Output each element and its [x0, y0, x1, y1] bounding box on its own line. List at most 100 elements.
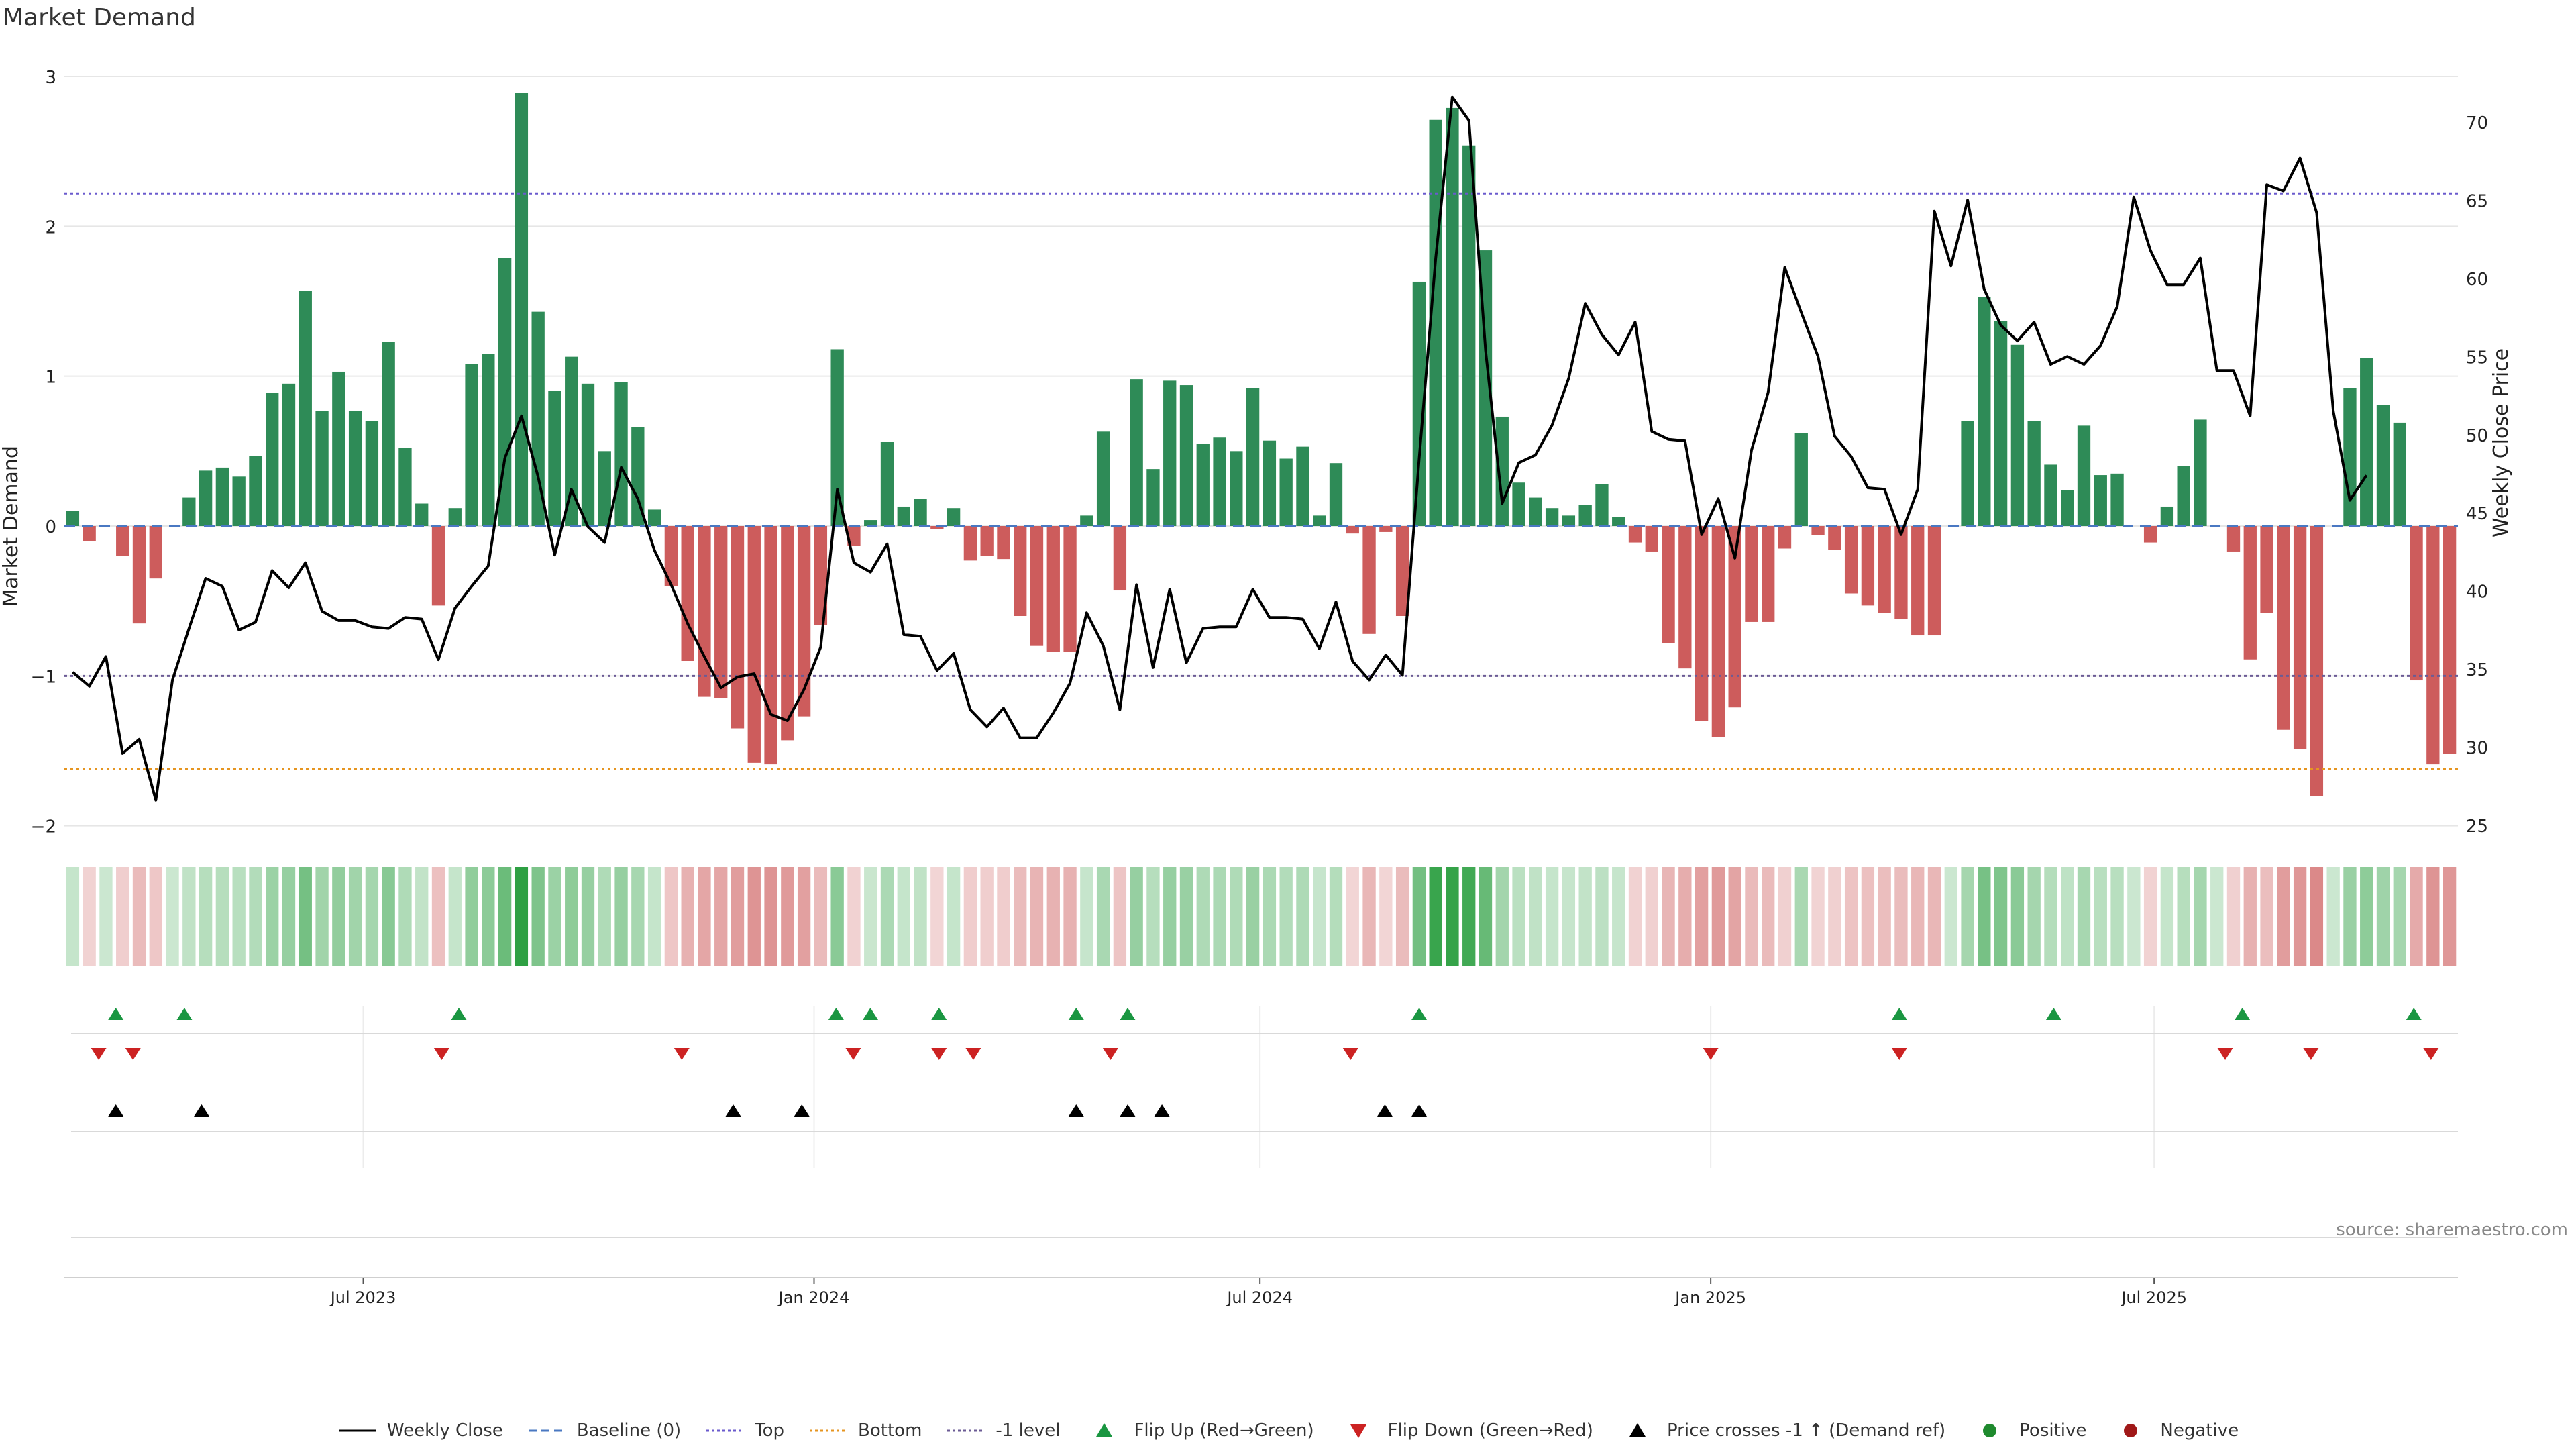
- heat-cell: [1994, 867, 2008, 966]
- demand-bar: [1146, 469, 1160, 526]
- x-tick-label: Jul 2024: [1226, 1288, 1293, 1307]
- demand-bar: [2010, 344, 2025, 526]
- heat-cell: [2426, 867, 2440, 966]
- heat-cell: [482, 867, 495, 966]
- y-tick-label: 1: [45, 368, 56, 388]
- demand-bar: [132, 526, 146, 624]
- heat-cell: [1113, 867, 1127, 966]
- y2-tick-label: 60: [2466, 270, 2488, 290]
- demand-bar: [66, 511, 80, 526]
- demand-bar: [182, 497, 196, 526]
- y2-tick-label: 40: [2466, 582, 2488, 603]
- flip-down-marker: [2423, 1048, 2439, 1060]
- demand-bar: [2094, 475, 2107, 526]
- demand-bar: [814, 526, 828, 625]
- legend-label: Price crosses -1 ↑ (Demand ref): [1666, 1420, 1946, 1441]
- demand-bar: [199, 470, 213, 526]
- demand-bar: [1662, 526, 1675, 643]
- heat-cell: [2177, 867, 2190, 966]
- triangle-down-icon: [1350, 1424, 1366, 1438]
- heat-cell: [2376, 867, 2390, 966]
- demand-bar: [598, 451, 611, 526]
- heat-cell: [2194, 867, 2207, 966]
- demand-bar: [1745, 526, 1758, 622]
- source-note: source: sharemaestro.com: [2336, 1220, 2568, 1240]
- demand-bar: [1578, 505, 1592, 526]
- heat-cell: [515, 867, 529, 966]
- demand-bar: [515, 93, 529, 527]
- heat-cell: [548, 867, 561, 966]
- demand-bar: [747, 526, 761, 763]
- demand-bar: [1263, 440, 1277, 526]
- heat-cell: [1662, 867, 1675, 966]
- demand-bar: [1728, 526, 1741, 708]
- heat-cell: [698, 867, 711, 966]
- demand-bar: [332, 371, 345, 526]
- flip-up-marker: [828, 1008, 844, 1020]
- demand-bar: [1213, 437, 1226, 526]
- demand-bar: [781, 526, 794, 741]
- legend-item-cross: Price crosses -1 ↑ (Demand ref): [1617, 1420, 1945, 1441]
- demand-bar: [482, 354, 495, 526]
- heat-cell: [897, 867, 910, 966]
- flip-up-marker: [1411, 1008, 1428, 1020]
- demand-bar: [1412, 281, 1426, 526]
- main-panel: 3 2 1 0 −1 −2 70 65 60 55 50 45 40 35 30 25 Market Deman…: [0, 68, 2513, 837]
- demand-bar: [2410, 526, 2423, 681]
- demand-bar: [1994, 321, 2008, 526]
- heat-cell: [1612, 867, 1625, 966]
- flip-up-marker: [863, 1008, 879, 1020]
- y2-tick-label: 55: [2466, 348, 2488, 368]
- demand-bar: [1844, 526, 1858, 594]
- heat-cell: [1927, 867, 1941, 966]
- heat-cell: [232, 867, 246, 966]
- heat-cell: [382, 867, 395, 966]
- heat-cell: [598, 867, 611, 966]
- demand-bar: [914, 499, 927, 526]
- demand-bar: [1927, 526, 1941, 636]
- demand-bar: [1446, 107, 1459, 526]
- demand-bar: [581, 383, 595, 526]
- heat-cell: [2094, 867, 2107, 966]
- heat-cell: [1163, 867, 1177, 966]
- legend-item-negative: Negative: [2110, 1420, 2239, 1441]
- demand-bar: [1279, 458, 1293, 526]
- demand-bar: [1811, 526, 1825, 535]
- demand-bar: [664, 526, 678, 586]
- heat-cell: [1213, 867, 1226, 966]
- heat-cell: [182, 867, 196, 966]
- heat-cell: [1878, 867, 1891, 966]
- demand-bar: [698, 526, 711, 697]
- heat-cell: [1745, 867, 1758, 966]
- heat-cell: [348, 867, 362, 966]
- heat-cell: [1014, 867, 1027, 966]
- demand-bar: [1878, 526, 1891, 613]
- demand-bar: [1346, 526, 1359, 534]
- demand-bar: [830, 349, 844, 526]
- legend-item-bottom: Bottom: [808, 1420, 922, 1441]
- heat-cell: [2277, 867, 2290, 966]
- price-cross-marker: [194, 1104, 210, 1117]
- demand-bar: [299, 291, 312, 526]
- demand-bar: [1080, 515, 1093, 526]
- heat-cell: [1545, 867, 1559, 966]
- demand-bar: [2293, 526, 2307, 749]
- heat-cell: [1313, 867, 1326, 966]
- flip-up-marker: [2406, 1008, 2422, 1020]
- y2-tick-label: 45: [2466, 504, 2488, 524]
- heat-cell: [1479, 867, 1493, 966]
- heat-strip: [66, 867, 2457, 966]
- legend-item-minus1: -1 level: [946, 1420, 1060, 1441]
- heat-cell: [1346, 867, 1359, 966]
- heat-cell: [1379, 867, 1393, 966]
- demand-bar: [731, 526, 745, 729]
- heat-cell: [1645, 867, 1658, 966]
- heat-cell: [1828, 867, 1841, 966]
- demand-bar: [1961, 421, 1974, 526]
- triangle-up-icon-shape: [1096, 1423, 1113, 1437]
- flip-up-marker: [2235, 1008, 2251, 1020]
- demand-bar: [714, 526, 728, 698]
- heat-cell: [731, 867, 745, 966]
- heat-cell: [781, 867, 794, 966]
